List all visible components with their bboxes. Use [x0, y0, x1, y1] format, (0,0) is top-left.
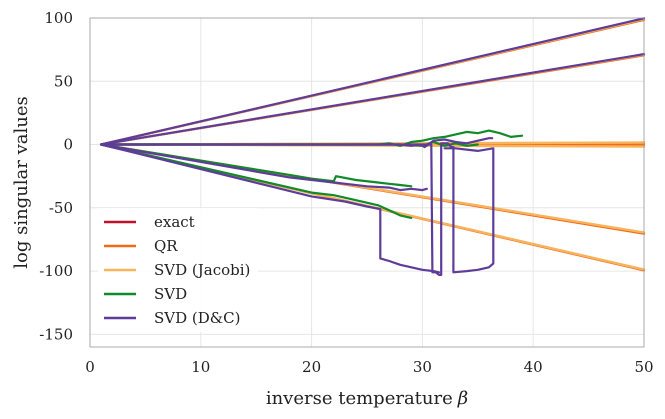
series-group: [100, 17, 646, 276]
series-line: [100, 143, 441, 274]
y-tick-label: -50: [49, 199, 73, 217]
legend-entry-label: QR: [154, 237, 178, 255]
series-line: [100, 143, 413, 219]
plot-frame: [89, 17, 645, 348]
x-axis-label-text: inverse temperature: [266, 388, 453, 409]
series-line: [100, 143, 428, 192]
legend-entry-label: SVD (Jacobi): [154, 261, 250, 279]
series-line: [100, 53, 646, 146]
y-tick-label: 100: [44, 9, 73, 27]
x-tick-label: 0: [85, 358, 95, 376]
y-tick-label: -100: [39, 262, 73, 280]
legend-entry-label: SVD (D&C): [154, 309, 240, 327]
y-axis-label: log singular values: [11, 96, 32, 269]
x-axis-label-symbol: β: [457, 388, 468, 409]
ticks-layer: 0 10 20 30 40 50 -150 -100 -50 0 50 100: [39, 9, 653, 376]
series-line: [100, 143, 413, 188]
x-tick-label: 10: [191, 358, 210, 376]
legend-entry-label: SVD: [154, 285, 187, 303]
series-line: [100, 17, 646, 146]
x-tick-label: 20: [302, 358, 321, 376]
x-tick-label: 50: [634, 358, 653, 376]
x-tick-label: 30: [413, 358, 432, 376]
series-layer: [99, 17, 646, 276]
legend-entry-label: exact: [154, 213, 195, 231]
y-tick-label: 50: [54, 72, 73, 90]
x-axis-label: inverse temperature β: [266, 388, 468, 409]
y-tick-label: 0: [63, 136, 73, 154]
y-tick-label: -150: [39, 325, 73, 343]
legend: exact QR SVD (Jacobi) SVD SVD (D&C): [98, 208, 258, 332]
x-tick-label: 40: [524, 358, 543, 376]
